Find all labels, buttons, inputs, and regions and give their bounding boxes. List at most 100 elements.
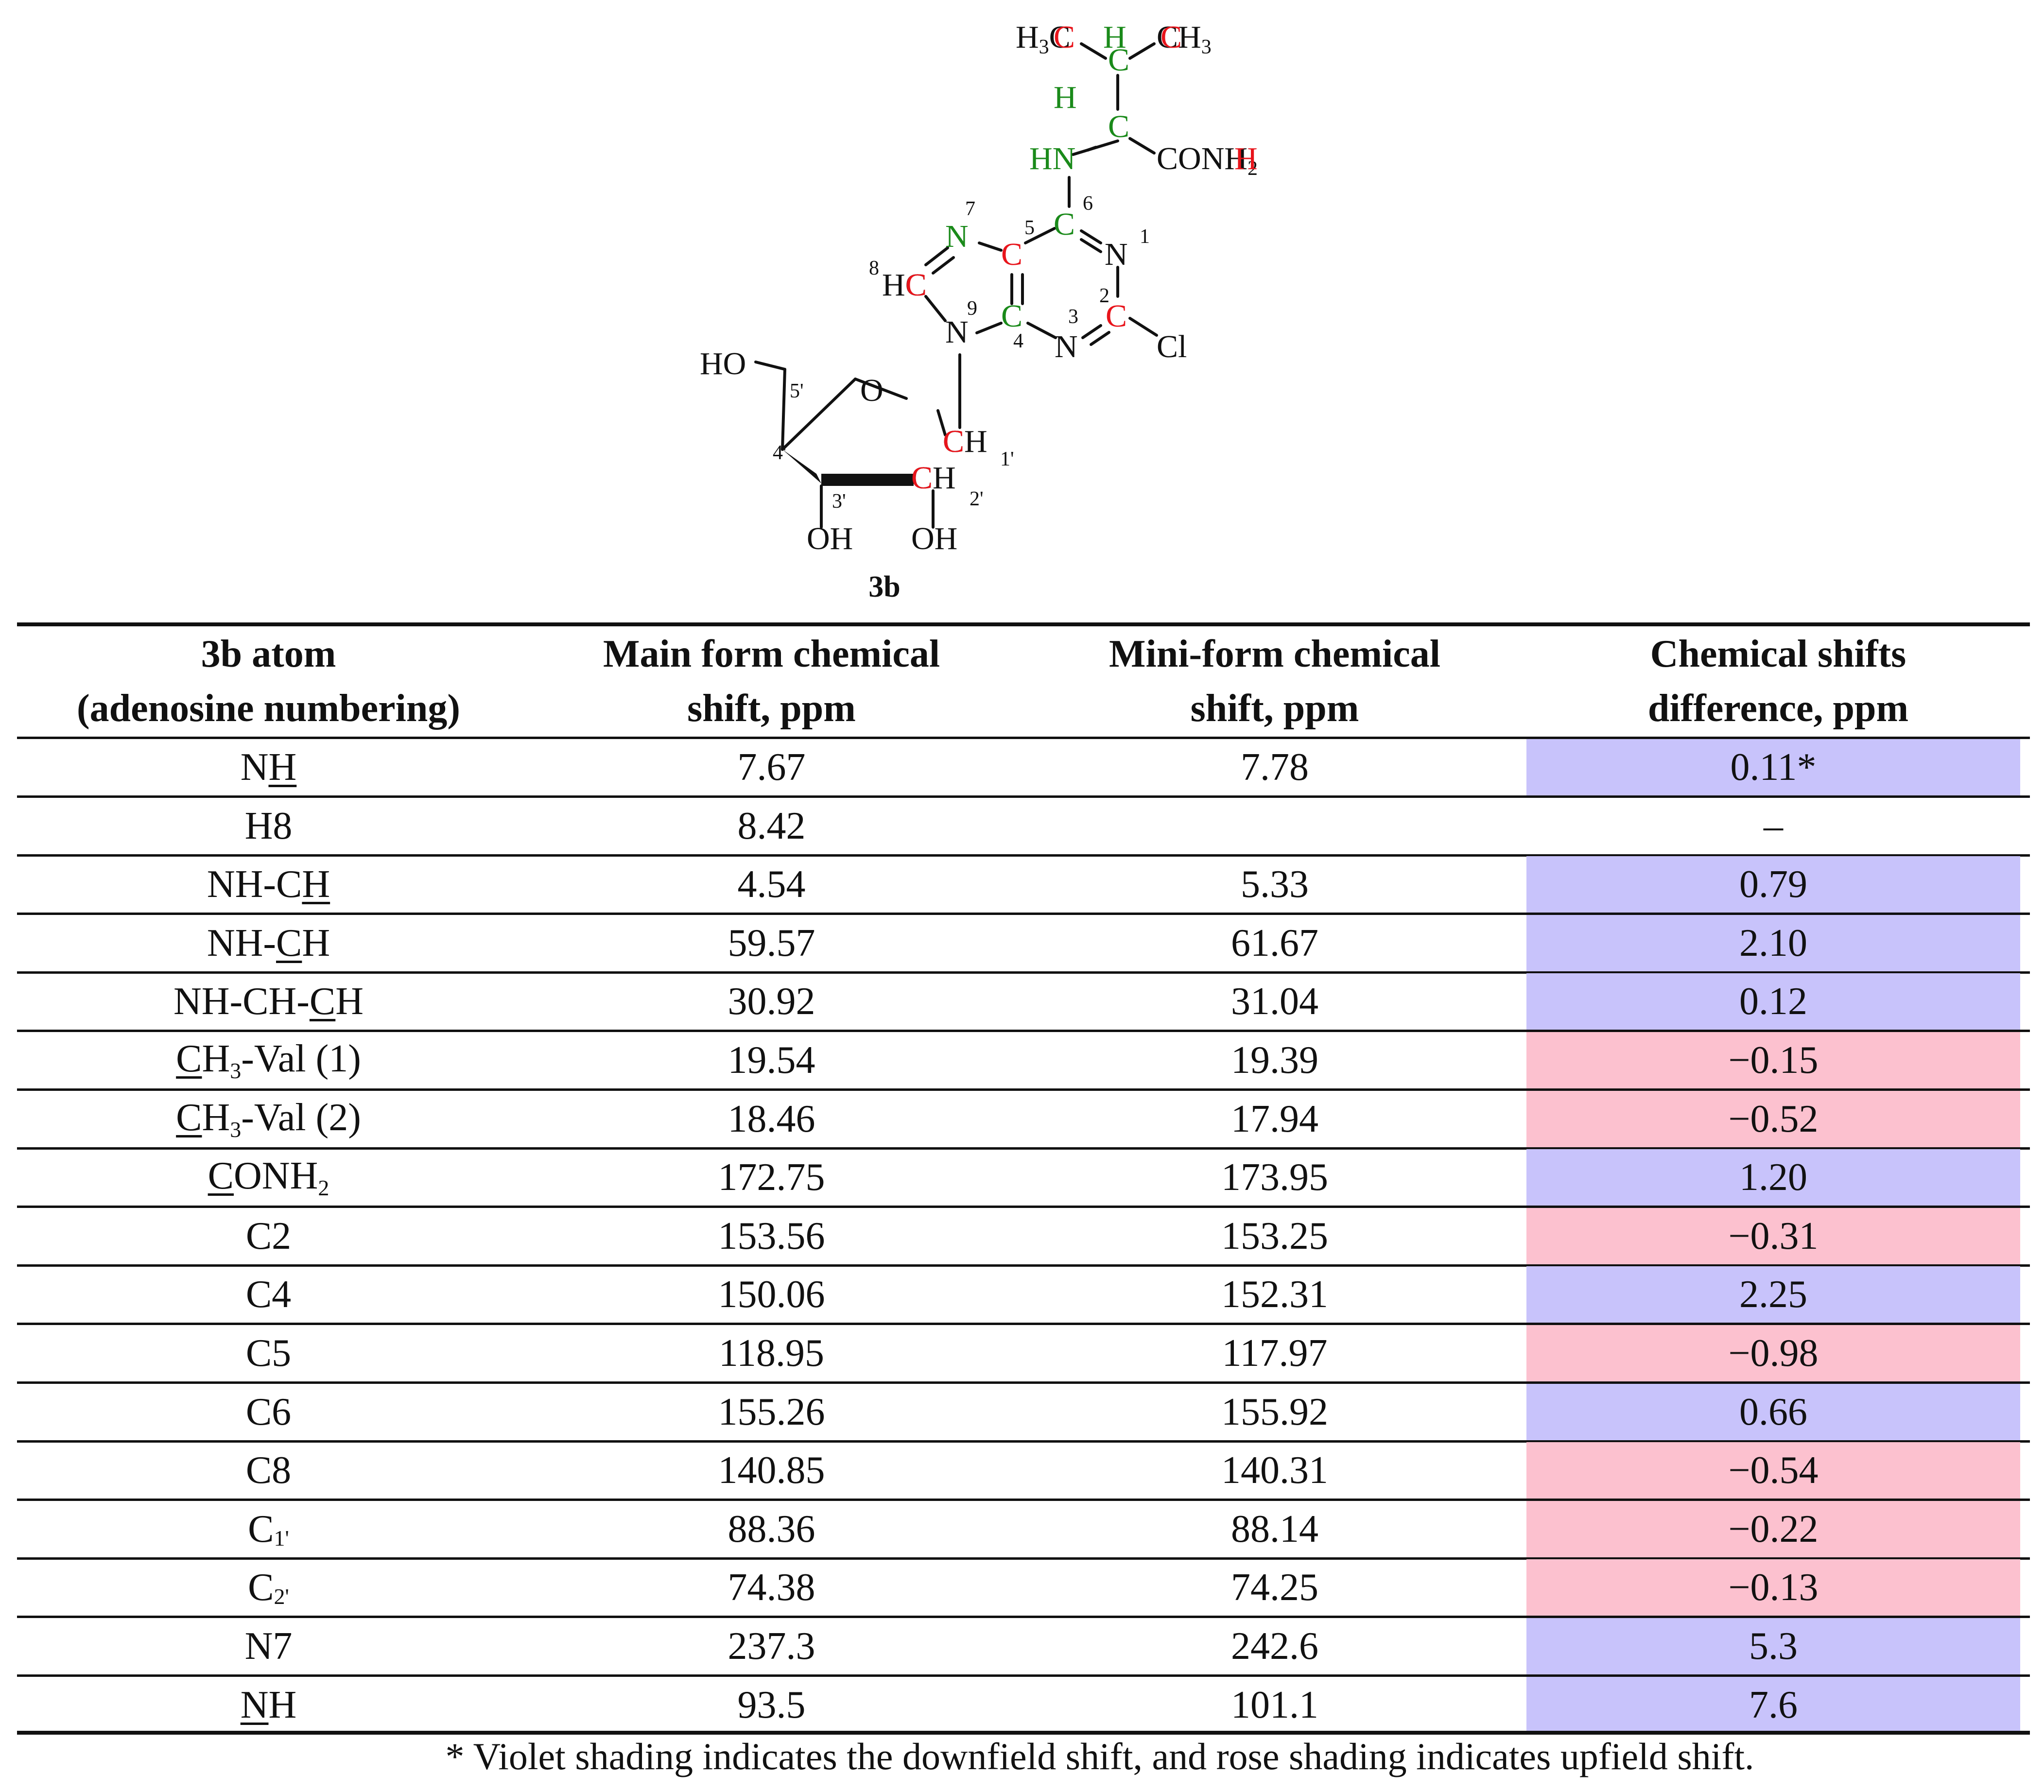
num-5prime: 5' [790,380,804,402]
atom-ch1: CH [943,424,987,459]
row-rule [17,795,2030,798]
row-rule [17,1674,2030,1677]
num-6: 6 [1083,192,1093,215]
cell-main: 118.95 [718,1331,825,1375]
cell-mini: 31.04 [1231,980,1318,1023]
atom-ho: HO [700,346,746,381]
svg-text:H: H [1234,141,1258,176]
header-diff: Chemical shifts difference, ppm [1647,633,1909,730]
cell-diff: 0.79 [1526,856,2020,913]
cell-mini: 19.39 [1231,1038,1318,1082]
num-3prime: 3' [832,490,846,513]
cell-mini: 117.97 [1222,1331,1328,1375]
cell-atom: NH [240,1683,297,1726]
cell-main: 4.54 [737,862,806,906]
cell-diff: – [1764,804,1783,847]
row-rule [17,1499,2030,1501]
atom-n3: N [1055,329,1078,364]
header-rule [17,737,2030,739]
svg-text:C: C [943,424,964,459]
atom-c5: C [1001,237,1022,272]
row-rule [17,1030,2030,1032]
cell-atom: CH3-Val (2) [176,1096,361,1142]
cell-main: 153.56 [718,1214,825,1258]
cell-mini: 242.6 [1231,1624,1318,1668]
red-carbon-overlays: C C C C C [905,19,1182,496]
structure-bonds [754,42,1158,529]
header-atom: 3b atom (adenosine numbering) [77,633,460,730]
atom-oh3: OH [807,521,853,556]
table-bottom-rule [17,1731,2030,1735]
cell-main: 140.85 [718,1448,825,1492]
cell-main: 30.92 [728,980,815,1023]
header-main: Main form chemical shift, ppm [603,633,940,730]
num-3: 3 [1068,306,1078,328]
row-rule [17,1616,2030,1618]
atom-h3c: H3C [1016,19,1071,58]
cell-diff: −0.22 [1526,1501,2020,1557]
cell-main: 74.38 [728,1566,815,1609]
cell-atom: C4 [245,1273,292,1316]
num-8: 8 [869,257,879,279]
atom-n7: N [945,219,969,254]
num-2prime: 2' [970,488,984,510]
atom-h-top: H [1103,19,1126,55]
num-4prime: 4' [773,442,787,464]
atom-o-ring: O [860,373,883,408]
svg-text:C: C [911,460,933,496]
cell-diff: 2.10 [1526,915,2020,971]
cell-mini: 88.14 [1231,1507,1318,1551]
cell-diff: −0.31 [1526,1208,2020,1264]
cell-mini: 5.33 [1241,862,1309,906]
cell-atom: NH-CH [207,862,330,906]
cell-diff: 5.3 [1526,1618,2020,1674]
cell-mini: 152.31 [1221,1273,1328,1316]
cell-atom: C6 [245,1390,292,1433]
atom-cl: Cl [1157,329,1187,364]
row-rule [17,1206,2030,1208]
row-rule [17,1264,2030,1267]
row-rule [17,913,2030,915]
cell-mini [1023,798,1526,854]
cell-mini: 153.25 [1221,1214,1328,1258]
cell-mini: 17.94 [1231,1097,1318,1140]
num-7: 7 [965,198,975,220]
cell-atom: C2' [248,1566,289,1609]
atom-hc8: HC [882,267,927,303]
svg-text:C: C [905,267,927,303]
atom-n1: N [1105,237,1128,272]
cell-diff: −0.13 [1526,1559,2020,1616]
atom-c-alpha: C [1108,109,1129,144]
structure-numbering: 6 5 7 8 1 2 3 4 9 5' 4' 3' 1' 2' [773,192,1150,513]
num-1prime: 1' [1000,448,1014,470]
cell-atom: C8 [245,1448,292,1492]
atom-h-alpha: H [1054,80,1077,115]
atom-oh2: OH [911,521,957,556]
cell-main: 8.42 [737,804,806,847]
cell-main: 7.67 [737,745,806,789]
atom-hn: HN [1029,141,1075,176]
cell-diff: −0.52 [1526,1091,2020,1147]
cell-diff: 7.6 [1526,1677,2020,1733]
atom-n9: N [945,314,969,350]
cell-diff: 0.12 [1526,973,2020,1030]
table-footnote: * Violet shading indicates the downfield… [445,1735,1754,1777]
cell-main: 172.75 [718,1155,825,1199]
cell-atom: CONH2 [208,1154,329,1200]
svg-text:C: C [1054,19,1075,55]
cell-mini: 61.67 [1231,921,1318,965]
atom-c2: C [1106,298,1127,334]
cell-mini: 140.31 [1221,1448,1328,1492]
cell-main: 19.54 [728,1038,815,1082]
row-rule [17,971,2030,974]
cell-mini: 173.95 [1221,1155,1328,1199]
num-5: 5 [1024,217,1035,239]
cell-atom: H8 [244,804,293,847]
atom-c-top: C [1108,42,1129,78]
atom-c4: C [1001,298,1022,334]
cell-diff: 2.25 [1526,1266,2020,1323]
cell-main: 237.3 [728,1624,815,1668]
structure-atom-labels: H3C H CH3 C H C HN CONH2 C N C N HC C C … [700,19,1258,556]
cell-main: 93.5 [737,1683,806,1726]
cell-mini: 74.25 [1231,1566,1318,1609]
